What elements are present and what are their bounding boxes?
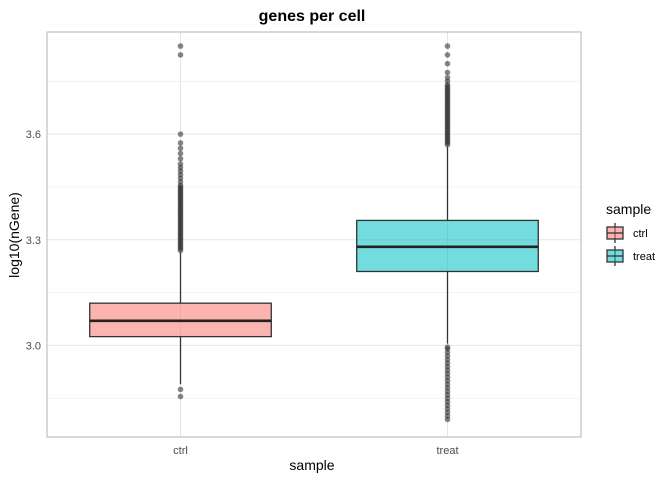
outlier-point (177, 52, 184, 58)
y-tick-label: 3.3 (26, 235, 41, 247)
legend-label: treat (633, 251, 655, 263)
outlier-point (444, 52, 451, 58)
outlier-point (177, 145, 184, 152)
outlier-point (444, 60, 451, 67)
x-tick-label: ctrl (173, 445, 188, 457)
outlier-point (177, 161, 184, 167)
box-treat (356, 43, 539, 423)
outlier-point (444, 43, 451, 49)
boxes-layer (89, 43, 539, 423)
y-tick-label: 3.0 (26, 340, 41, 352)
y-axis-title: log10(nGene) (6, 192, 22, 278)
legend: sample ctrl treat (606, 201, 655, 266)
y-tick-label: 3.6 (26, 129, 41, 141)
outlier-point (177, 386, 184, 393)
legend-label: ctrl (633, 228, 648, 240)
legend-entry-treat: treat (606, 246, 655, 266)
x-tick-label: treat (436, 445, 458, 457)
outlier-point (177, 155, 184, 162)
panel-border (46, 31, 582, 438)
outlier-point (177, 140, 184, 146)
plot-panel (46, 31, 582, 438)
outlier-point (177, 131, 184, 137)
x-axis-title: sample (289, 457, 334, 473)
y-axis: 3.0 3.3 3.6 (26, 129, 41, 352)
outlier-point (177, 393, 184, 400)
outlier-point (444, 74, 451, 81)
x-axis: ctrl treat (173, 445, 458, 457)
legend-title: sample (606, 201, 651, 217)
chart-title: genes per cell (259, 8, 366, 25)
grid-minor (47, 80, 581, 399)
outlier-point (177, 150, 184, 157)
outlier-point (444, 69, 451, 76)
box-ctrl (89, 43, 272, 400)
outlier-point (444, 344, 451, 350)
outlier-point (177, 43, 184, 49)
legend-entry-ctrl: ctrl (606, 223, 648, 243)
